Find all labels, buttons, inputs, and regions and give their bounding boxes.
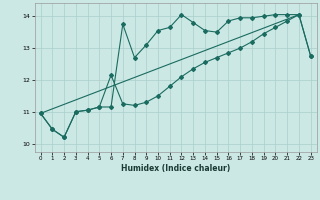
X-axis label: Humidex (Indice chaleur): Humidex (Indice chaleur) bbox=[121, 164, 230, 173]
